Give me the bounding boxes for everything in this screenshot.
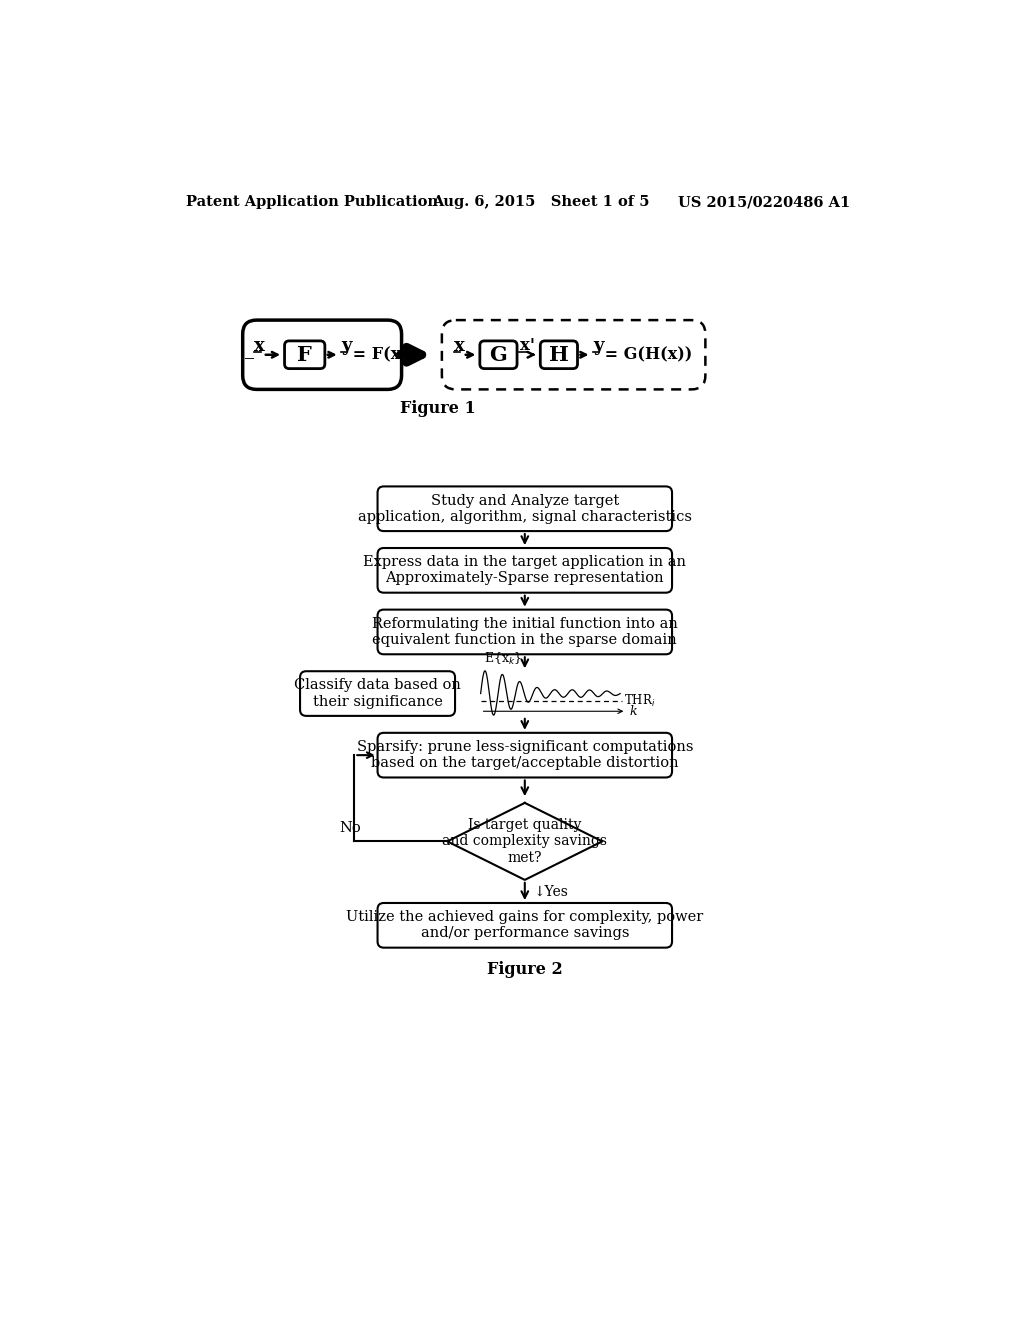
Text: x': x'	[520, 337, 536, 354]
Text: Utilize the achieved gains for complexity, power
and/or performance savings: Utilize the achieved gains for complexit…	[346, 911, 703, 940]
Text: Aug. 6, 2015   Sheet 1 of 5: Aug. 6, 2015 Sheet 1 of 5	[432, 195, 650, 210]
FancyBboxPatch shape	[480, 341, 517, 368]
Text: Is target quality
and complexity savings
met?: Is target quality and complexity savings…	[442, 818, 607, 865]
Text: Express data in the target application in an
Approximately-Sparse representation: Express data in the target application i…	[364, 556, 686, 586]
FancyBboxPatch shape	[442, 321, 706, 389]
FancyBboxPatch shape	[378, 733, 672, 777]
Text: Sparsify: prune less-significant computations
based on the target/acceptable dis: Sparsify: prune less-significant computa…	[356, 741, 693, 771]
Text: Figure 2: Figure 2	[487, 961, 562, 978]
FancyBboxPatch shape	[541, 341, 578, 368]
Text: Study and Analyze target
application, algorithm, signal characteristics: Study and Analyze target application, al…	[357, 494, 692, 524]
FancyBboxPatch shape	[378, 610, 672, 655]
Text: x: x	[254, 337, 265, 355]
FancyBboxPatch shape	[378, 487, 672, 531]
FancyBboxPatch shape	[285, 341, 325, 368]
Text: G: G	[489, 345, 507, 364]
Text: No: No	[340, 821, 361, 834]
Text: F: F	[297, 345, 312, 364]
Text: ↓Yes: ↓Yes	[532, 884, 567, 899]
FancyBboxPatch shape	[378, 903, 672, 948]
Text: H: H	[549, 345, 569, 364]
Text: US 2015/0220486 A1: US 2015/0220486 A1	[678, 195, 851, 210]
Text: Figure 1: Figure 1	[400, 400, 476, 417]
Text: y: y	[593, 337, 603, 355]
Text: E{x$_k$}: E{x$_k$}	[484, 651, 522, 667]
Text: = G(H(x)): = G(H(x))	[599, 346, 692, 363]
Text: = F(x): = F(x)	[347, 346, 409, 363]
Text: Classify data based on
their significance: Classify data based on their significanc…	[294, 678, 461, 709]
Text: k: k	[630, 705, 637, 718]
Text: Reformulating the initial function into an
equivalent function in the sparse dom: Reformulating the initial function into …	[372, 616, 678, 647]
FancyBboxPatch shape	[300, 671, 455, 715]
Text: x: x	[454, 337, 464, 355]
Text: y: y	[341, 337, 351, 355]
FancyBboxPatch shape	[378, 548, 672, 593]
Text: THR$_i$: THR$_i$	[624, 693, 655, 709]
Polygon shape	[447, 803, 602, 880]
FancyBboxPatch shape	[243, 321, 401, 389]
Text: Patent Application Publication: Patent Application Publication	[186, 195, 438, 210]
